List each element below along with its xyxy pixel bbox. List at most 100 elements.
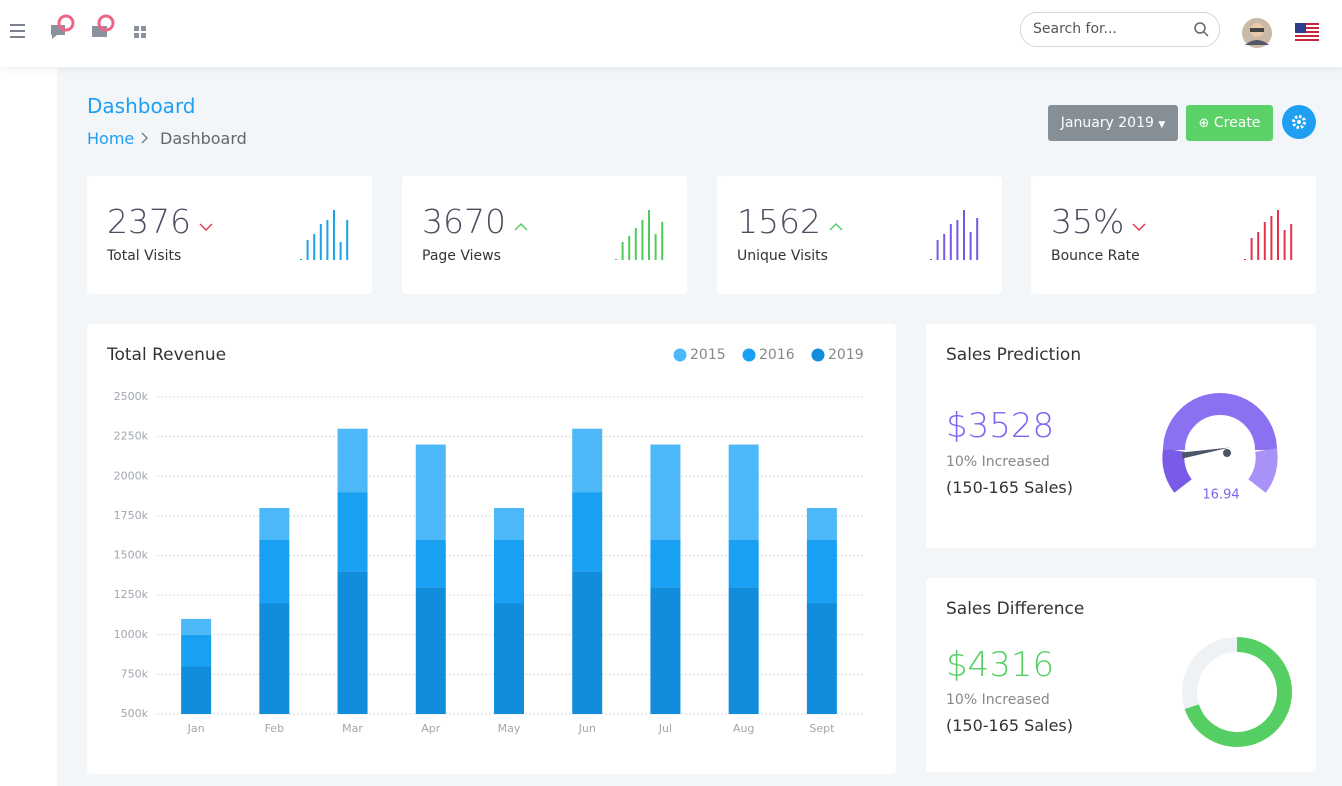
chat-icon[interactable]: [51, 25, 65, 39]
spark-bar: [936, 240, 939, 260]
stat-value: 2376: [107, 202, 191, 241]
trend-arrow: [199, 223, 213, 231]
donut-arc: [1184, 637, 1292, 747]
chart-title: Total Revenue: [106, 345, 226, 365]
y-tick-label: 1750k: [114, 509, 149, 522]
legend-label: 2015: [690, 347, 726, 363]
y-tick-label: 500k: [121, 707, 149, 720]
date-dropdown[interactable]: January 2019 ▼: [1048, 105, 1178, 141]
apps-icon[interactable]: [134, 26, 146, 38]
card-title: Sales Difference: [946, 599, 1085, 619]
spark-bar: [1250, 238, 1253, 260]
spark-bar: [1277, 210, 1279, 260]
spark-bar: [306, 240, 309, 260]
page-title: Dashboard: [87, 94, 196, 118]
menu-icon[interactable]: [10, 24, 25, 38]
bar-segment: [494, 539, 524, 604]
range: (150-165 Sales): [946, 716, 1074, 735]
x-tick-label: Sept: [809, 722, 835, 735]
bar-segment: [337, 428, 368, 493]
bar-segment: [728, 539, 759, 588]
stat-card: 3670 Page Views: [402, 176, 687, 294]
bar-segment: [572, 428, 603, 493]
search-icon[interactable]: [1193, 21, 1209, 37]
spark-bar: [634, 228, 637, 260]
mail-icon[interactable]: [92, 26, 107, 37]
stat-card: 2376 Total Visits: [87, 176, 372, 294]
search-box[interactable]: Search for...: [1020, 12, 1220, 47]
spark-bar: [628, 236, 631, 260]
avatar[interactable]: [1240, 17, 1274, 51]
date-label: January 2019: [1060, 115, 1154, 131]
sparkline: [1244, 210, 1293, 260]
flag-us[interactable]: [1295, 23, 1319, 41]
bar-segment: [494, 603, 524, 714]
bar-segment: [337, 492, 368, 572]
create-label: Create: [1213, 115, 1261, 131]
gauge: 16.94: [1162, 393, 1278, 503]
spark-bar: [641, 220, 644, 260]
stat-value: 3670: [422, 202, 506, 241]
sparkline: [930, 210, 979, 260]
spark-bar: [949, 224, 952, 260]
spark-bar: [943, 234, 946, 260]
breadcrumb-current: Dashboard: [160, 129, 247, 148]
bar-segment: [806, 539, 837, 604]
spark-bar: [326, 220, 329, 260]
spark-bar: [1283, 230, 1286, 260]
mail-badge: [97, 14, 115, 32]
stat-label: Unique Visits: [737, 248, 828, 264]
bar-segment: [806, 603, 837, 714]
x-tick-label: Aug: [733, 722, 754, 735]
breadcrumb-home[interactable]: Home: [87, 129, 135, 148]
amount: $4316: [946, 645, 1055, 685]
spark-bar: [1270, 216, 1273, 260]
sparkline: [300, 210, 349, 260]
stat-card: 1562 Unique Visits: [717, 176, 1002, 294]
change: 10% Increased: [946, 692, 1050, 708]
revenue-chart: Total Revenue 500k 750k 1000k 1250k 1500k 175…: [106, 345, 864, 735]
x-tick-label: Mar: [342, 722, 363, 735]
trend-arrow: [1132, 223, 1146, 231]
sidebar: [0, 67, 57, 786]
gauge-needle: [1181, 447, 1230, 459]
sales-prediction-card: Sales Prediction $3528 10% Increased (15…: [926, 324, 1316, 548]
bar-segment: [337, 571, 368, 714]
y-tick-label: 2250k: [114, 430, 149, 443]
gauge-arc: [1163, 393, 1277, 451]
x-tick-label: Apr: [421, 722, 441, 735]
bar-segment: [650, 444, 681, 540]
spark-bar: [333, 210, 335, 260]
create-button[interactable]: ⊕ Create: [1186, 105, 1273, 141]
spark-bar: [963, 210, 965, 260]
stat-label: Total Visits: [107, 248, 182, 264]
legend-label: 2016: [759, 347, 795, 363]
gauge-label: 16.94: [1202, 488, 1239, 503]
y-tick-label: 2500k: [114, 390, 149, 403]
bar-segment: [494, 507, 524, 540]
bar-segment: [806, 507, 837, 540]
y-tick-label: 1250k: [114, 588, 149, 601]
bar-segment: [259, 603, 290, 714]
legend-swatch: [673, 348, 687, 362]
breadcrumb-separator: [141, 132, 148, 144]
spark-bar: [930, 259, 932, 260]
spark-bar: [615, 259, 617, 260]
amount: $3528: [946, 406, 1055, 446]
spark-bar: [956, 220, 959, 260]
x-tick-label: Jan: [187, 722, 205, 735]
bar-segment: [728, 587, 759, 714]
bar-segment: [650, 539, 681, 588]
change: 10% Increased: [946, 454, 1050, 470]
bar-segment: [181, 618, 212, 635]
bar-segment: [181, 634, 212, 667]
spark-bar: [1290, 224, 1293, 260]
settings-button[interactable]: [1281, 104, 1317, 140]
gauge-arc: [1162, 448, 1193, 493]
stat-label: Page Views: [422, 248, 501, 264]
legend-swatch: [811, 348, 825, 362]
trend-chevron: [1132, 223, 1146, 231]
spark-bar: [969, 232, 972, 260]
gauge-arc: [1247, 448, 1278, 493]
bar-segment: [259, 539, 290, 604]
